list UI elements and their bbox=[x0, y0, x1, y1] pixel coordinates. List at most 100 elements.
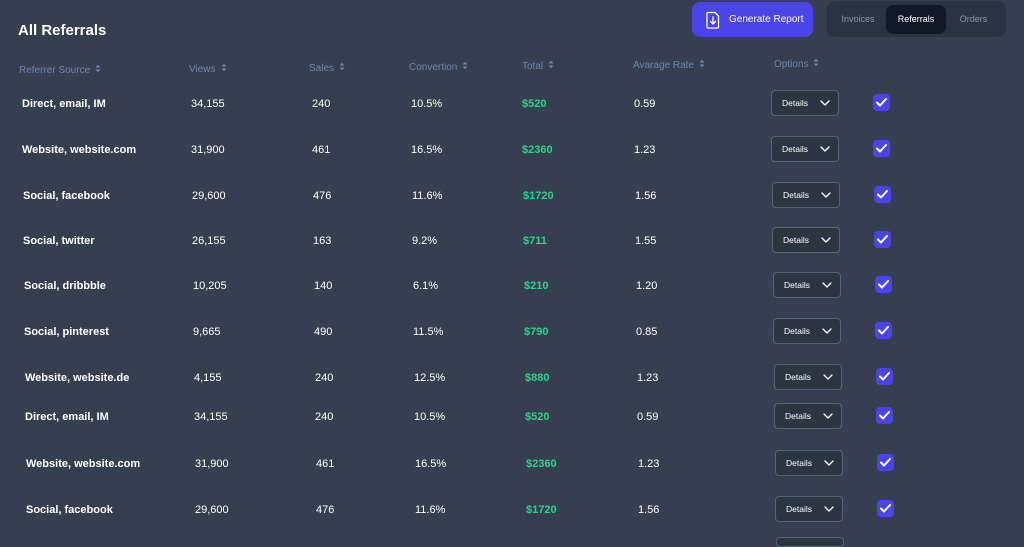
checkmark-icon bbox=[880, 504, 891, 513]
conversion-cell: 10.5% bbox=[414, 411, 446, 423]
checkmark-icon bbox=[877, 235, 888, 244]
details-dropdown[interactable] bbox=[776, 537, 844, 547]
views-cell: 26,155 bbox=[192, 235, 226, 247]
details-dropdown[interactable]: Details bbox=[773, 272, 841, 298]
conversion-cell: 10.5% bbox=[411, 98, 443, 110]
sort-icon[interactable] bbox=[548, 60, 554, 72]
conversion-cell: 16.5% bbox=[411, 144, 443, 156]
tab-invoices[interactable]: Invoices bbox=[841, 14, 875, 24]
tab-referrals[interactable]: Referrals bbox=[886, 4, 946, 34]
header-convertion[interactable]: Convertion bbox=[409, 61, 468, 73]
checkmark-icon bbox=[878, 326, 889, 335]
views-cell: 29,600 bbox=[192, 190, 226, 202]
average-rate-cell: 1.23 bbox=[634, 144, 656, 156]
views-cell: 34,155 bbox=[191, 98, 225, 110]
details-label: Details bbox=[784, 326, 810, 336]
chevron-down-icon bbox=[820, 146, 830, 152]
sort-icon[interactable] bbox=[813, 58, 819, 70]
conversion-cell: 11.6% bbox=[415, 504, 446, 516]
average-rate-cell: 0.59 bbox=[634, 98, 656, 110]
referrer-source-cell: Website, website.com bbox=[26, 458, 141, 470]
header-options[interactable]: Options bbox=[774, 58, 819, 70]
total-cell: $880 bbox=[525, 372, 550, 384]
download-document-icon bbox=[706, 11, 720, 29]
details-dropdown[interactable]: Details bbox=[772, 182, 840, 208]
details-label: Details bbox=[786, 504, 812, 514]
row-checkbox[interactable] bbox=[874, 231, 891, 248]
column-header-label: Options bbox=[774, 58, 809, 70]
total-cell: $2360 bbox=[526, 458, 557, 470]
row-checkbox[interactable] bbox=[874, 186, 891, 203]
column-header-label: Views bbox=[189, 63, 216, 75]
chevron-down-icon bbox=[820, 100, 830, 106]
views-cell: 29,600 bbox=[195, 504, 229, 516]
details-dropdown[interactable]: Details bbox=[774, 403, 842, 429]
page-title: All Referrals bbox=[18, 22, 107, 39]
row-checkbox[interactable] bbox=[873, 94, 890, 111]
total-cell: $711 bbox=[523, 235, 547, 247]
tab-orders[interactable]: Orders bbox=[959, 14, 988, 24]
details-label: Details bbox=[784, 280, 810, 290]
sales-cell: 476 bbox=[313, 190, 332, 202]
details-label: Details bbox=[782, 144, 808, 154]
conversion-cell: 12.5% bbox=[414, 372, 446, 384]
details-dropdown[interactable]: Details bbox=[771, 136, 839, 162]
details-dropdown[interactable]: Details bbox=[772, 227, 840, 253]
details-label: Details bbox=[783, 190, 809, 200]
header-total[interactable]: Total bbox=[522, 60, 554, 72]
sort-icon[interactable] bbox=[462, 61, 468, 73]
row-checkbox[interactable] bbox=[876, 368, 893, 385]
header-sales[interactable]: Sales bbox=[309, 62, 345, 74]
column-header-label: Sales bbox=[309, 62, 335, 74]
sort-icon[interactable] bbox=[339, 62, 345, 74]
row-checkbox[interactable] bbox=[873, 140, 890, 157]
views-cell: 31,900 bbox=[191, 144, 225, 156]
header-referrer-source[interactable]: Referrer Source bbox=[19, 64, 101, 76]
sales-cell: 140 bbox=[314, 280, 333, 292]
sales-cell: 240 bbox=[315, 372, 334, 384]
checkmark-icon bbox=[879, 411, 890, 420]
conversion-cell: 16.5% bbox=[415, 458, 447, 470]
sort-icon[interactable] bbox=[699, 59, 705, 71]
row-checkbox[interactable] bbox=[877, 454, 894, 471]
sort-icon[interactable] bbox=[95, 64, 101, 76]
sales-cell: 240 bbox=[315, 411, 334, 423]
views-cell: 31,900 bbox=[195, 458, 229, 470]
conversion-cell: 9.2% bbox=[412, 235, 438, 247]
column-header-label: Total bbox=[522, 60, 544, 72]
referrer-source-cell: Direct, email, IM bbox=[25, 411, 109, 423]
referrer-source-cell: Social, facebook bbox=[26, 504, 113, 516]
sort-icon[interactable] bbox=[221, 63, 227, 75]
header-views[interactable]: Views bbox=[189, 63, 227, 75]
generate-report-button[interactable]: Generate Report bbox=[692, 2, 813, 37]
total-cell: $520 bbox=[525, 411, 550, 423]
row-checkbox[interactable] bbox=[875, 276, 892, 293]
details-dropdown[interactable]: Details bbox=[773, 318, 841, 344]
sales-cell: 240 bbox=[312, 98, 331, 110]
row-checkbox[interactable] bbox=[876, 407, 893, 424]
details-dropdown[interactable]: Details bbox=[771, 90, 839, 116]
details-dropdown[interactable]: Details bbox=[775, 496, 843, 522]
generate-report-label: Generate Report bbox=[729, 14, 804, 25]
table-row: Website, website.com 31,900 461 16.5% $2360 1… bbox=[0, 136, 1024, 166]
table-row: Social, facebook 29,600 476 11.6% $1720 1.56 D… bbox=[0, 496, 1024, 526]
table-row: Direct, email, IM 34,155 240 10.5% $520 0.59 D… bbox=[0, 403, 1024, 433]
details-label: Details bbox=[785, 372, 811, 382]
row-checkbox[interactable] bbox=[875, 322, 892, 339]
views-cell: 10,205 bbox=[193, 280, 227, 292]
table-row: Social, dribbble 10,205 140 6.1% $210 1.20 Det… bbox=[0, 272, 1024, 302]
sales-cell: 163 bbox=[313, 235, 332, 247]
sales-cell: 476 bbox=[316, 504, 335, 516]
sales-cell: 461 bbox=[312, 144, 331, 156]
total-cell: $1720 bbox=[523, 190, 554, 202]
conversion-cell: 11.6% bbox=[412, 190, 443, 202]
column-header-label: Convertion bbox=[409, 61, 458, 73]
chevron-down-icon bbox=[823, 374, 833, 380]
details-dropdown[interactable]: Details bbox=[774, 364, 842, 390]
details-dropdown[interactable]: Details bbox=[775, 450, 843, 476]
referrer-source-cell: Website, website.com bbox=[22, 144, 137, 156]
chevron-down-icon bbox=[822, 282, 832, 288]
header-average-rate[interactable]: Avarage Rate bbox=[633, 59, 705, 71]
row-checkbox[interactable] bbox=[877, 500, 894, 517]
average-rate-cell: 0.85 bbox=[636, 326, 658, 338]
